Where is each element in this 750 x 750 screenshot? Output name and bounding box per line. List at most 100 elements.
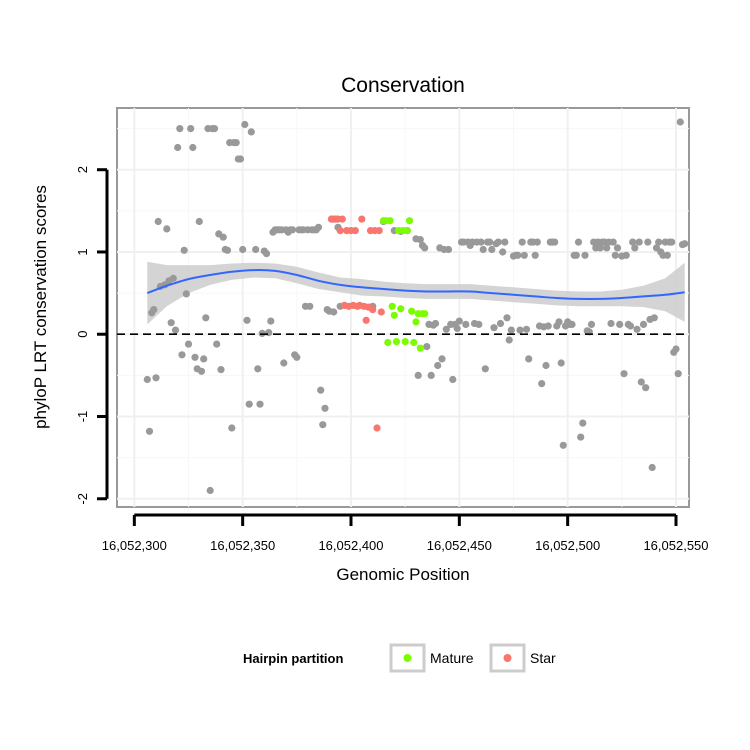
y-axis-title: phyloP LRT conservation scores — [31, 185, 50, 429]
x-tick-label: 16,052,400 — [318, 538, 383, 553]
confidence-band-layer — [147, 261, 685, 325]
legend: Hairpin partition Mature Star — [243, 643, 556, 673]
point-other — [434, 361, 442, 370]
y-tick-label: -2 — [75, 493, 90, 505]
point-other — [414, 371, 422, 379]
point-other — [574, 238, 583, 246]
point-other — [525, 355, 533, 363]
point-other — [577, 433, 585, 441]
point-mature — [405, 217, 414, 225]
point-other — [490, 324, 498, 332]
point-other — [243, 316, 251, 324]
point-other — [616, 320, 624, 328]
point-other — [202, 314, 210, 322]
point-other — [455, 317, 463, 325]
point-other — [178, 351, 186, 359]
point-other — [213, 340, 221, 348]
point-mature — [384, 338, 392, 347]
point-other — [421, 244, 429, 252]
point-other — [180, 246, 188, 254]
point-other — [626, 322, 635, 330]
point-other — [655, 238, 663, 246]
point-other — [481, 365, 489, 373]
confidence-band — [147, 261, 685, 325]
y-tick-label: 0 — [75, 331, 90, 338]
point-other — [184, 340, 193, 348]
point-other — [219, 233, 227, 241]
point-other — [200, 355, 208, 363]
point-mature — [412, 318, 420, 326]
point-other — [449, 375, 457, 384]
point-other — [223, 246, 232, 254]
point-other — [637, 378, 645, 386]
y-tick-label: -1 — [75, 411, 90, 423]
point-other — [644, 238, 652, 246]
point-other — [197, 367, 206, 375]
point-other — [642, 384, 650, 392]
point-other — [518, 238, 526, 246]
point-other — [477, 238, 485, 246]
point-other — [486, 238, 494, 246]
point-other — [438, 355, 446, 363]
point-mature — [397, 305, 405, 313]
point-other — [182, 290, 190, 298]
point-other — [176, 125, 184, 133]
smooth-line-layer — [146, 269, 685, 300]
point-other — [321, 404, 329, 412]
point-other — [306, 302, 314, 310]
point-other — [557, 359, 565, 367]
point-other — [499, 248, 507, 256]
point-mature — [416, 344, 424, 352]
legend-star-swatch — [503, 654, 512, 662]
point-other — [247, 128, 255, 136]
point-star — [373, 424, 381, 432]
point-other — [551, 238, 559, 246]
point-other — [603, 244, 611, 252]
point-star — [336, 227, 344, 235]
point-mature — [392, 338, 401, 346]
point-mature — [403, 227, 411, 235]
point-other — [611, 251, 619, 259]
point-other — [174, 143, 182, 152]
point-other — [587, 320, 596, 328]
point-other — [668, 238, 676, 246]
point-other — [514, 251, 522, 259]
data-points — [143, 118, 689, 495]
point-mature — [390, 311, 398, 319]
point-other — [280, 359, 288, 367]
point-other — [663, 251, 671, 259]
point-other — [622, 251, 630, 259]
point-star — [362, 316, 370, 324]
legend-title: Hairpin partition — [243, 651, 343, 666]
point-other — [210, 125, 219, 133]
point-other — [217, 366, 225, 374]
point-other — [319, 421, 327, 429]
point-other — [152, 374, 160, 382]
point-other — [531, 251, 539, 259]
point-other — [195, 217, 203, 226]
point-other — [265, 329, 273, 337]
y-tick-label: 2 — [75, 166, 90, 173]
point-mature — [408, 307, 416, 315]
point-other — [505, 336, 513, 344]
point-other — [650, 314, 658, 322]
point-other — [150, 306, 158, 314]
point-mature — [410, 338, 418, 347]
point-other — [631, 244, 639, 252]
point-other — [674, 370, 682, 378]
point-other — [676, 118, 684, 126]
point-other — [568, 320, 576, 328]
point-other — [520, 251, 528, 259]
x-tick-label: 16,052,300 — [102, 538, 167, 553]
point-other — [431, 319, 440, 328]
point-other — [427, 371, 435, 379]
point-other — [145, 427, 154, 435]
point-other — [442, 325, 450, 333]
point-mature — [388, 302, 396, 310]
point-star — [369, 306, 377, 314]
point-other — [317, 386, 325, 394]
x-tick-label: 16,052,550 — [643, 538, 708, 553]
point-other — [635, 238, 643, 246]
point-other — [462, 320, 470, 328]
